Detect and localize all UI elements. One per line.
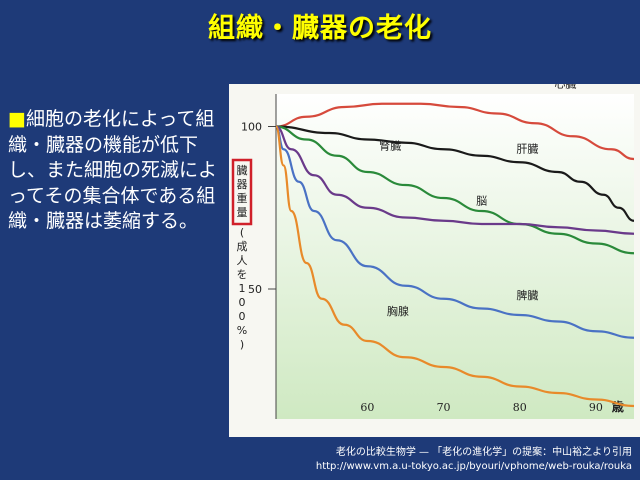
slide-title: 組織・臓器の老化 [208, 13, 432, 44]
ylabel-char: ( [240, 226, 244, 239]
ylabel-char: 臓 [237, 164, 248, 177]
source-credit: 老化の比較生物学 — 「老化の進化学」の提案：中山裕之より引用 http://w… [316, 446, 632, 474]
ylabel-char: 器 [237, 178, 248, 191]
ylabel-char: ) [240, 338, 244, 351]
x-tick-label: 60 [360, 401, 374, 414]
bullet-square-icon: ■ [8, 108, 26, 130]
x-tick-label: 80 [513, 401, 527, 414]
series-label: 肝臓 [516, 143, 538, 156]
y-tick-label: 100 [241, 121, 262, 134]
series-label: 心臓 [554, 84, 576, 91]
ylabel-highlight-box [231, 158, 253, 226]
series-line-腎臓 [275, 125, 635, 255]
series-line-胸腺 [274, 125, 635, 408]
ylabel-char: % [237, 324, 247, 337]
plot-area [276, 94, 634, 419]
series-label: 胸腺 [387, 304, 409, 318]
series-label: 脳 [476, 195, 487, 208]
x-tick-label: 70 [437, 401, 451, 414]
x-tick-label: 90 [589, 401, 603, 414]
y-tick-label: 50 [248, 283, 262, 296]
ylabel-char: 量 [237, 206, 248, 219]
series-line-心臓 [275, 102, 635, 161]
ylabel-char: を [237, 268, 248, 281]
series-line-肝臓 [275, 125, 635, 222]
ylabel-char: 1 [239, 282, 246, 295]
body-paragraph: 細胞の老化によって組織・臓器の機能が低下し、また細胞の死滅によってその集合体であ… [8, 108, 218, 232]
series-line-脾臓 [274, 125, 635, 339]
ylabel-char: 0 [239, 310, 246, 323]
series-label: 脾臓 [516, 288, 538, 302]
chart-panel: 50 100 60 70 80 90 歳 心臓 肝臓 腎臓脳脾臓 胸腺臓器重量(成人を 1 0 0%) [229, 84, 640, 437]
body-text: ■細胞の老化によって組織・臓器の機能が低下し、また細胞の死滅によってその集合体で… [8, 107, 218, 235]
credit-citation: 老化の比較生物学 — 「老化の進化学」の提案：中山裕之より引用 [335, 447, 632, 458]
ylabel-char: 重 [237, 191, 248, 205]
ylabel-char: 0 [239, 296, 246, 309]
series-label: 腎臓 [379, 139, 401, 152]
credit-url: http://www.vm.a.u-tokyo.ac.jp/byouri/vph… [315, 461, 632, 472]
ylabel-char: 人 [237, 254, 248, 267]
series-line-脳 [275, 125, 635, 235]
ylabel-char: 成 [237, 240, 248, 253]
